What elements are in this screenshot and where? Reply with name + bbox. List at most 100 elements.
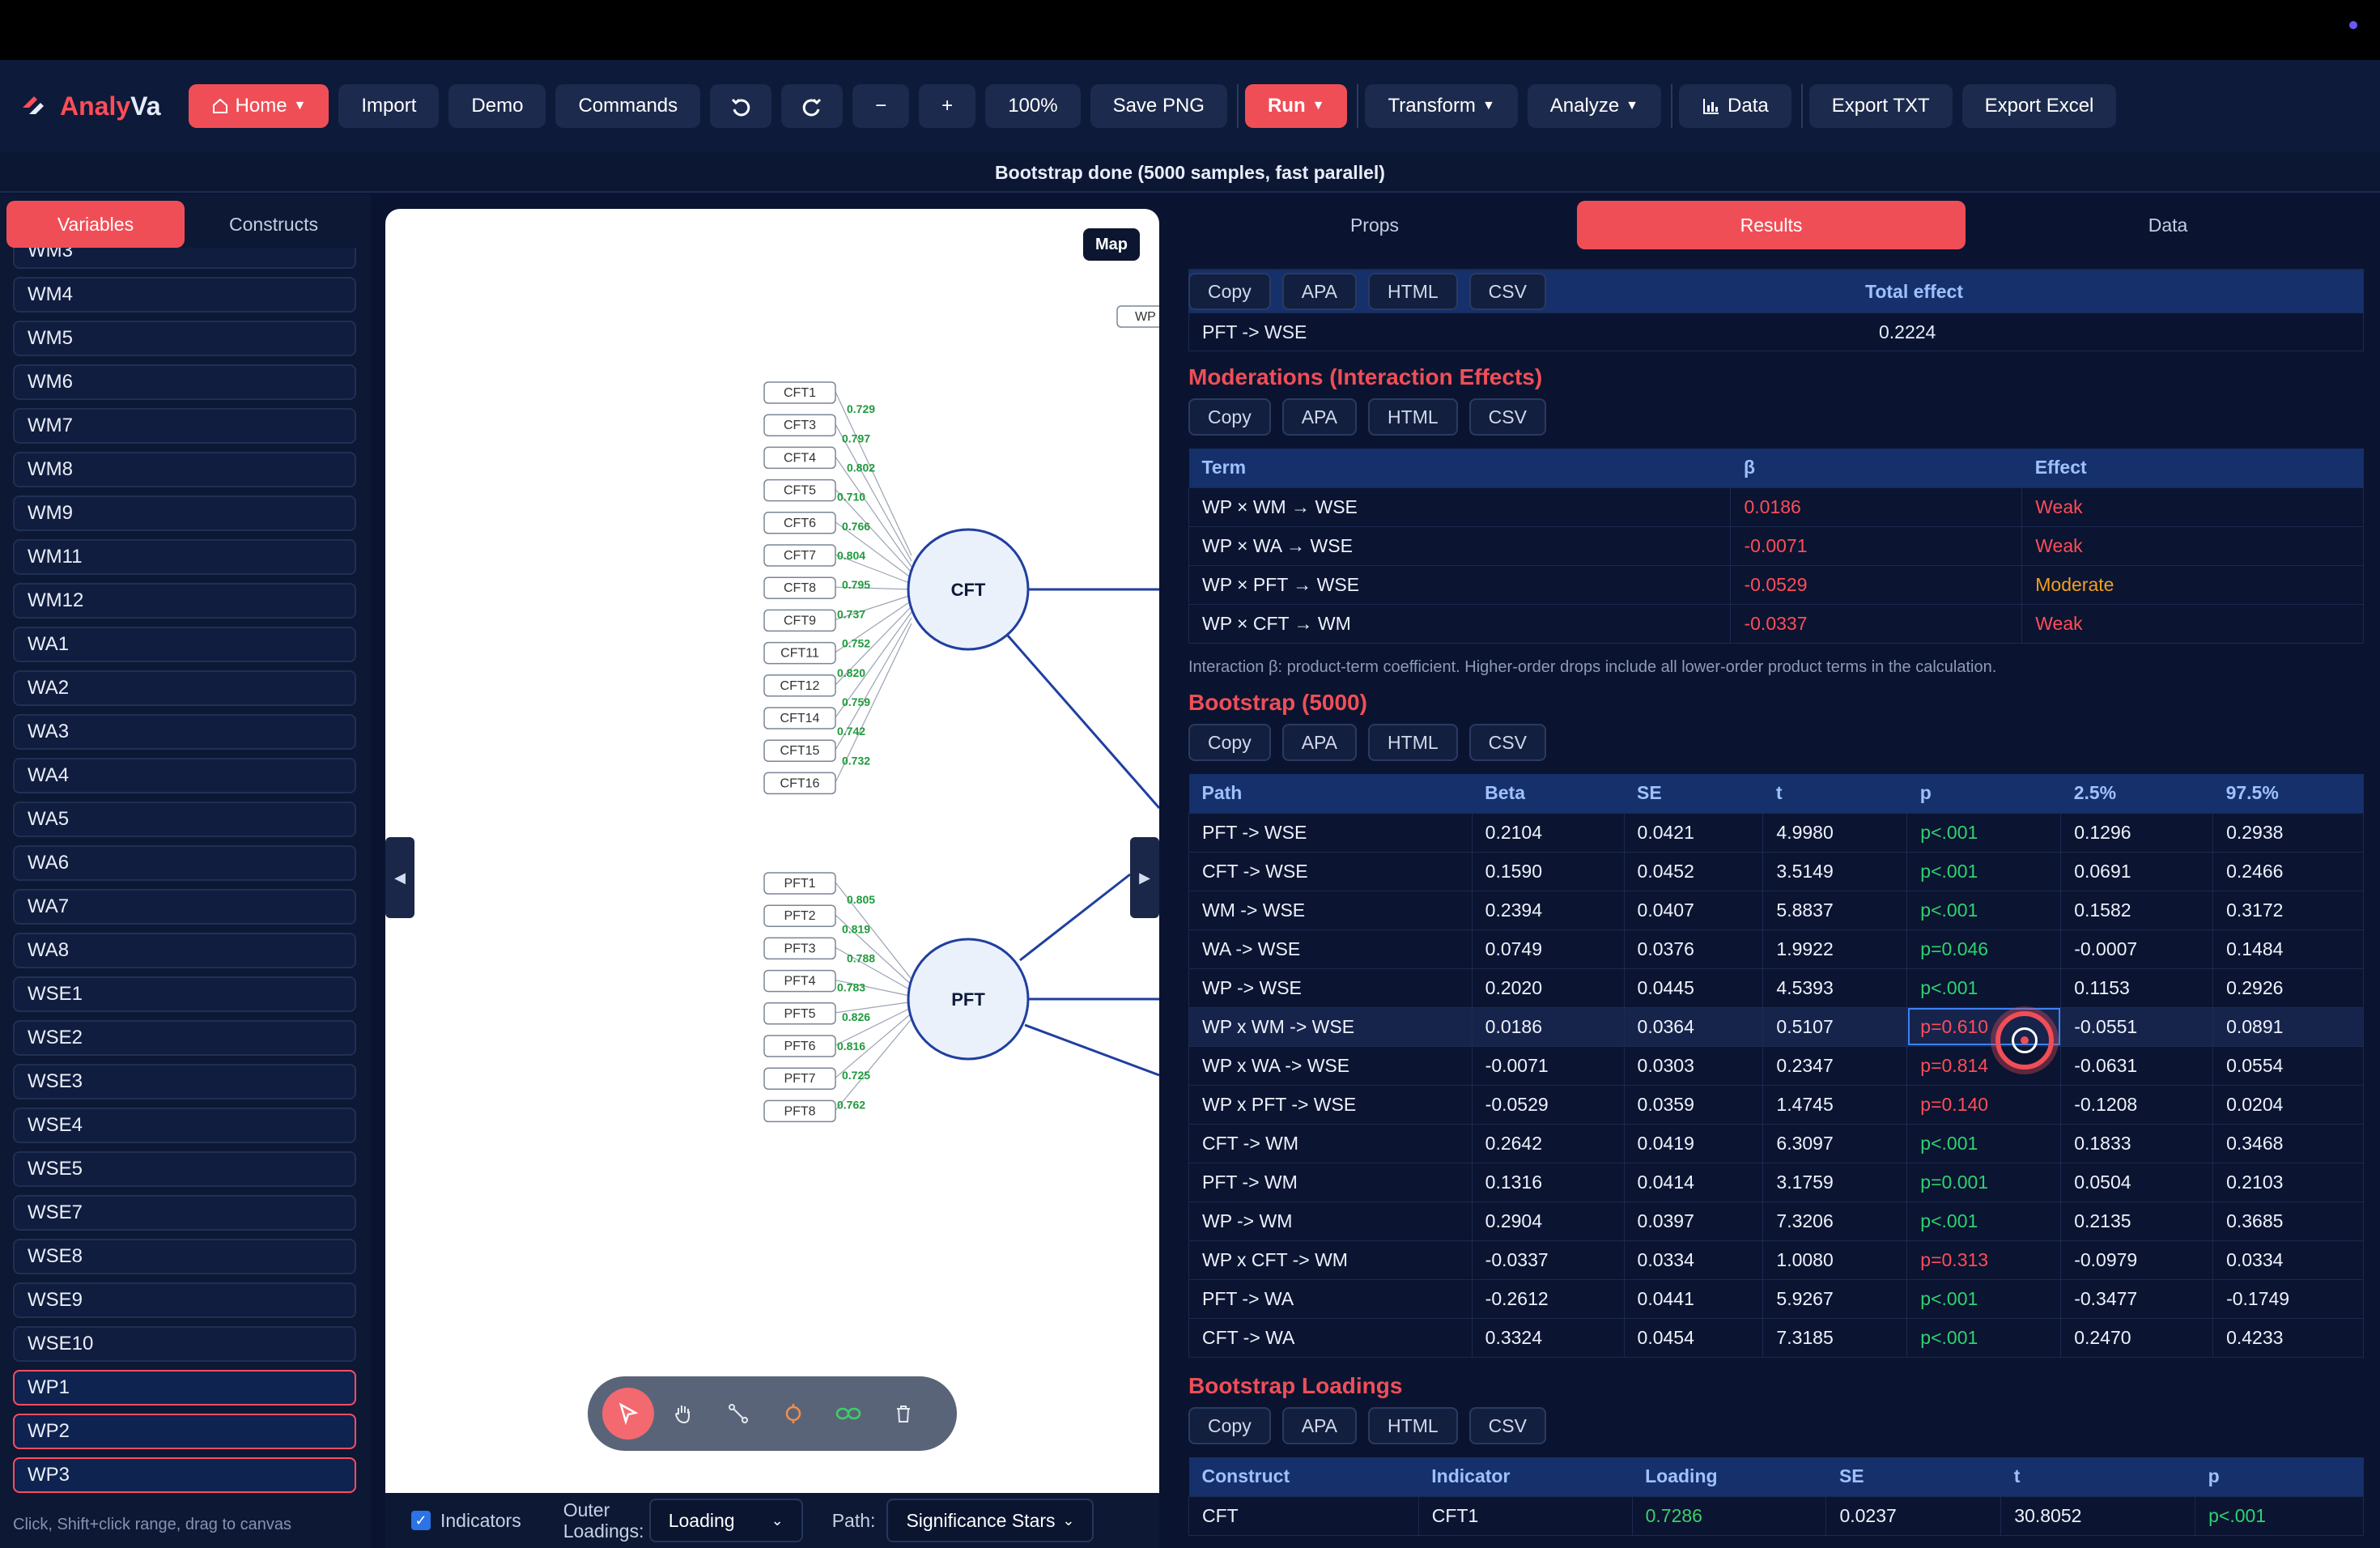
export-txt-button[interactable]: Export TXT bbox=[1808, 84, 1953, 128]
indicator-box[interactable] bbox=[763, 576, 836, 599]
indicator-box[interactable] bbox=[763, 872, 836, 895]
variable-item[interactable]: WP1 bbox=[13, 1370, 356, 1406]
connect-tool-button[interactable] bbox=[712, 1388, 764, 1440]
variable-item[interactable]: WA6 bbox=[13, 845, 356, 881]
indicator-box[interactable] bbox=[763, 544, 836, 567]
variable-item[interactable]: WA2 bbox=[13, 670, 356, 706]
html-button[interactable]: HTML bbox=[1368, 724, 1458, 761]
run-button[interactable]: Run ▼ bbox=[1244, 84, 1348, 128]
variable-item[interactable]: WA4 bbox=[13, 758, 356, 793]
variable-item[interactable]: WP3 bbox=[13, 1457, 356, 1493]
commands-button[interactable]: Commands bbox=[555, 84, 701, 128]
variable-item[interactable]: WA7 bbox=[13, 889, 356, 925]
html-button[interactable]: HTML bbox=[1368, 1407, 1458, 1444]
variable-item[interactable]: WSE4 bbox=[13, 1108, 356, 1143]
data-button[interactable]: Data bbox=[1679, 84, 1791, 128]
variable-item[interactable]: WSE9 bbox=[13, 1282, 356, 1318]
tab-data[interactable]: Data bbox=[2148, 214, 2188, 236]
select-tool-button[interactable] bbox=[602, 1388, 654, 1440]
indicator-box[interactable] bbox=[763, 414, 836, 436]
variable-item[interactable]: WSE3 bbox=[13, 1064, 356, 1099]
indicator-box[interactable] bbox=[763, 641, 836, 665]
indicator-box[interactable] bbox=[763, 1099, 836, 1123]
copy-button[interactable]: Copy bbox=[1188, 724, 1271, 761]
pft-construct-node[interactable] bbox=[907, 938, 1030, 1061]
variable-item[interactable]: WA5 bbox=[13, 802, 356, 837]
cft-construct-node[interactable] bbox=[907, 528, 1030, 651]
copy-button[interactable]: Copy bbox=[1188, 1407, 1271, 1444]
indicator-box[interactable] bbox=[763, 512, 836, 534]
apa-button[interactable]: APA bbox=[1281, 273, 1358, 310]
indicator-box[interactable] bbox=[763, 772, 836, 795]
indicator-box[interactable] bbox=[763, 381, 836, 404]
demo-button[interactable]: Demo bbox=[448, 84, 546, 128]
indicator-box[interactable] bbox=[763, 1035, 836, 1057]
csv-button[interactable]: CSV bbox=[1468, 398, 1546, 436]
indicator-box[interactable] bbox=[763, 707, 836, 729]
indicator-box[interactable] bbox=[763, 904, 836, 927]
indicator-box[interactable] bbox=[763, 1067, 836, 1090]
indicator-box[interactable] bbox=[763, 609, 836, 632]
undo-button[interactable] bbox=[710, 84, 772, 128]
redo-button[interactable] bbox=[781, 84, 844, 128]
variable-item[interactable]: WSE8 bbox=[13, 1239, 356, 1274]
tab-results[interactable]: Results bbox=[1577, 201, 1966, 249]
variable-item[interactable]: WM12 bbox=[13, 583, 356, 619]
collapse-right-button[interactable]: ▶ bbox=[1130, 837, 1159, 918]
tab-props[interactable]: Props bbox=[1349, 214, 1400, 236]
apa-button[interactable]: APA bbox=[1281, 724, 1358, 761]
variable-item[interactable]: WSE2 bbox=[13, 1020, 356, 1056]
variable-item[interactable]: WM5 bbox=[13, 321, 356, 356]
variable-item[interactable]: WA1 bbox=[13, 627, 356, 662]
copy-button[interactable]: Copy bbox=[1188, 398, 1271, 436]
variable-item[interactable]: WM4 bbox=[13, 277, 356, 313]
variable-item[interactable]: WSE7 bbox=[13, 1195, 356, 1231]
indicator-box[interactable] bbox=[763, 478, 836, 502]
path-diagram[interactable]: CFT1 CFT3 CFT4 CFT5 CFT6 CFT7 CFT8 CFT9 CFT11 CFT… bbox=[385, 209, 1159, 1493]
indicator-box[interactable] bbox=[763, 937, 836, 960]
variable-list[interactable]: WM3 WM4 WM5 WM6 WM7 WM8 WM9 WM11 WM12 WA1 WA2 WA3 WA… bbox=[13, 248, 356, 1507]
indicator-box[interactable] bbox=[763, 446, 836, 470]
copy-button[interactable]: Copy bbox=[1188, 273, 1271, 310]
indicator-box[interactable] bbox=[763, 674, 836, 697]
variable-item[interactable]: WP2 bbox=[13, 1414, 356, 1449]
variable-item[interactable]: WA3 bbox=[13, 714, 356, 750]
html-button[interactable]: HTML bbox=[1368, 398, 1458, 436]
variable-item[interactable]: WM9 bbox=[13, 495, 356, 531]
zoom-in-button[interactable]: + bbox=[919, 84, 976, 128]
variable-item[interactable]: WM7 bbox=[13, 408, 356, 444]
save-png-button[interactable]: Save PNG bbox=[1090, 84, 1227, 128]
indicator-box[interactable] bbox=[763, 969, 836, 993]
variable-item[interactable]: WSE10 bbox=[13, 1326, 356, 1362]
delete-tool-button[interactable] bbox=[878, 1388, 929, 1440]
variable-item[interactable]: WSE5 bbox=[13, 1151, 356, 1187]
indicator-box[interactable] bbox=[763, 1002, 836, 1025]
tab-variables[interactable]: Variables bbox=[6, 201, 185, 248]
apa-button[interactable]: APA bbox=[1281, 398, 1358, 436]
csv-button[interactable]: CSV bbox=[1468, 1407, 1546, 1444]
results-scroll[interactable]: Copy APA HTML CSV Total effect PFT -> WSE 0… bbox=[1188, 253, 2364, 1548]
html-button[interactable]: HTML bbox=[1368, 273, 1458, 310]
variable-item[interactable]: WM11 bbox=[13, 539, 356, 575]
link-tool-button[interactable] bbox=[822, 1388, 874, 1440]
zoom-level[interactable]: 100% bbox=[985, 84, 1081, 128]
csv-button[interactable]: CSV bbox=[1468, 724, 1546, 761]
variable-item[interactable]: WM6 bbox=[13, 364, 356, 400]
map-button[interactable]: Map bbox=[1083, 228, 1140, 261]
csv-button[interactable]: CSV bbox=[1468, 273, 1546, 310]
variable-item[interactable]: WA8 bbox=[13, 933, 356, 968]
home-button[interactable]: Home ▼ bbox=[188, 84, 329, 128]
transform-button[interactable]: Transform ▼ bbox=[1365, 84, 1518, 128]
indicator-box[interactable] bbox=[1116, 305, 1159, 328]
path-select[interactable]: Significance Stars ⌄ bbox=[886, 1499, 1094, 1542]
import-button[interactable]: Import bbox=[338, 84, 440, 128]
variable-item[interactable]: WM3 bbox=[13, 248, 356, 269]
apa-button[interactable]: APA bbox=[1281, 1407, 1358, 1444]
variable-item[interactable]: WSE1 bbox=[13, 976, 356, 1012]
pan-tool-button[interactable] bbox=[657, 1388, 709, 1440]
indicator-box[interactable] bbox=[763, 739, 836, 762]
outer-loadings-select[interactable]: Loading ⌄ bbox=[648, 1499, 803, 1542]
indicators-checkbox[interactable]: ✓ bbox=[411, 1511, 431, 1530]
variable-item[interactable]: WM8 bbox=[13, 452, 356, 487]
export-excel-button[interactable]: Export Excel bbox=[1961, 84, 2117, 128]
